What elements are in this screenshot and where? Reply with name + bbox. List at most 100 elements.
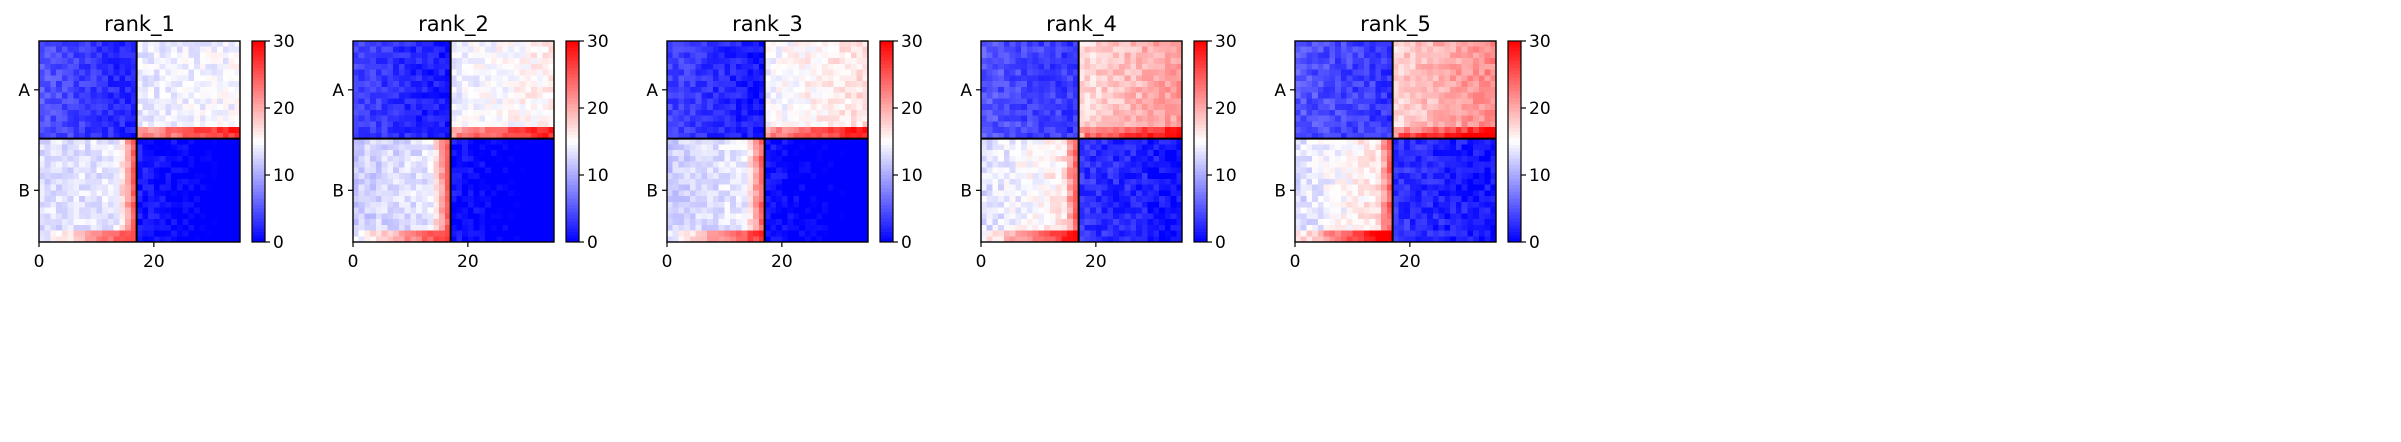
heatmap-cell: [742, 58, 748, 64]
heatmap-cell: [1044, 213, 1050, 219]
heatmap-cell: [491, 104, 497, 110]
heatmap-cell: [992, 87, 998, 93]
heatmap-cell: [497, 64, 503, 70]
heatmap-cell: [114, 162, 120, 168]
heatmap-cell: [981, 179, 987, 185]
heatmap-cell: [1050, 162, 1056, 168]
heatmap-cell: [834, 144, 840, 150]
heatmap-cell: [753, 104, 759, 110]
heatmap-cell: [160, 185, 166, 191]
heatmap-cell: [776, 225, 782, 231]
heatmap-cell: [416, 190, 422, 196]
heatmap-cell: [405, 231, 411, 237]
heatmap-cell: [1044, 70, 1050, 76]
heatmap-cell: [742, 213, 748, 219]
heatmap-cell: [171, 179, 177, 185]
heatmap-cell: [497, 70, 503, 76]
heatmap-cell: [531, 110, 537, 116]
heatmap-cell: [736, 116, 742, 122]
heatmap-cell: [811, 173, 817, 179]
heatmap-cell: [696, 87, 702, 93]
heatmap-cell: [229, 162, 235, 168]
heatmap-cell: [468, 225, 474, 231]
heatmap-cell: [851, 150, 857, 156]
heatmap-cell: [165, 64, 171, 70]
heatmap-cell: [422, 173, 428, 179]
heatmap-cell: [998, 110, 1004, 116]
heatmap-cell: [428, 190, 434, 196]
heatmap-cell: [1096, 162, 1102, 168]
heatmap-cell: [229, 190, 235, 196]
colorbar-segment: [566, 101, 579, 105]
heatmap-cell: [353, 144, 359, 150]
heatmap-cell: [1130, 75, 1136, 81]
heatmap-cell: [1171, 150, 1177, 156]
heatmap-cell: [370, 70, 376, 76]
heatmap-cell: [1084, 87, 1090, 93]
heatmap-cell: [1096, 173, 1102, 179]
colorbar-segment: [252, 64, 265, 68]
heatmap-cell: [1107, 47, 1113, 53]
heatmap-cell: [183, 231, 189, 237]
heatmap-cell: [370, 202, 376, 208]
heatmap-cell: [537, 208, 543, 214]
heatmap-cell: [1027, 208, 1033, 214]
heatmap-cell: [194, 52, 200, 58]
heatmap-cell: [177, 167, 183, 173]
heatmap-cell: [387, 213, 393, 219]
heatmap-cell: [125, 127, 131, 133]
heatmap-cell: [1067, 75, 1073, 81]
heatmap-cell: [1033, 110, 1039, 116]
heatmap-cell: [839, 162, 845, 168]
heatmap-cell: [206, 127, 212, 133]
heatmap-cell: [479, 93, 485, 99]
heatmap-cell: [713, 116, 719, 122]
heatmap-cell: [1010, 93, 1016, 99]
heatmap-cell: [370, 110, 376, 116]
heatmap-cell: [165, 231, 171, 237]
heatmap-cell: [39, 87, 45, 93]
heatmap-cell: [1130, 64, 1136, 70]
heatmap-cell: [142, 98, 148, 104]
heatmap-cell: [816, 58, 822, 64]
heatmap-cell: [1107, 185, 1113, 191]
heatmap-cell: [1102, 173, 1108, 179]
heatmap-cell: [85, 81, 91, 87]
heatmap-cell: [102, 202, 108, 208]
heatmap-cell: [857, 202, 863, 208]
colorbar-segment: [566, 205, 579, 209]
colorbar-segment: [566, 51, 579, 55]
heatmap-cell: [1148, 150, 1154, 156]
heatmap-cell: [799, 52, 805, 58]
heatmap-cell: [736, 190, 742, 196]
heatmap-cell: [387, 185, 393, 191]
heatmap-cell: [502, 98, 508, 104]
heatmap-cell: [696, 162, 702, 168]
heatmap-cell: [1090, 64, 1096, 70]
heatmap-cell: [497, 81, 503, 87]
colorbar-segment: [566, 165, 579, 169]
heatmap-cell: [782, 179, 788, 185]
heatmap-cell: [742, 196, 748, 202]
heatmap-cell: [142, 110, 148, 116]
heatmap-cell: [514, 127, 520, 133]
heatmap-cell: [1084, 156, 1090, 162]
heatmap-cell: [747, 208, 753, 214]
heatmap-cell: [1107, 81, 1113, 87]
heatmap-cell: [91, 41, 97, 47]
heatmap-cell: [229, 127, 235, 133]
heatmap-cell: [525, 93, 531, 99]
heatmap-cell: [998, 93, 1004, 99]
heatmap-cell: [1061, 58, 1067, 64]
heatmap-cell: [805, 98, 811, 104]
heatmap-cell: [194, 167, 200, 173]
heatmap-cell: [713, 70, 719, 76]
heatmap-cell: [370, 93, 376, 99]
heatmap-cell: [543, 104, 549, 110]
colorbar-segment: [252, 131, 265, 135]
heatmap-cell: [154, 58, 160, 64]
heatmap-cell: [851, 81, 857, 87]
heatmap-cell: [508, 202, 514, 208]
heatmap-cell: [1165, 81, 1171, 87]
heatmap-cell: [684, 64, 690, 70]
